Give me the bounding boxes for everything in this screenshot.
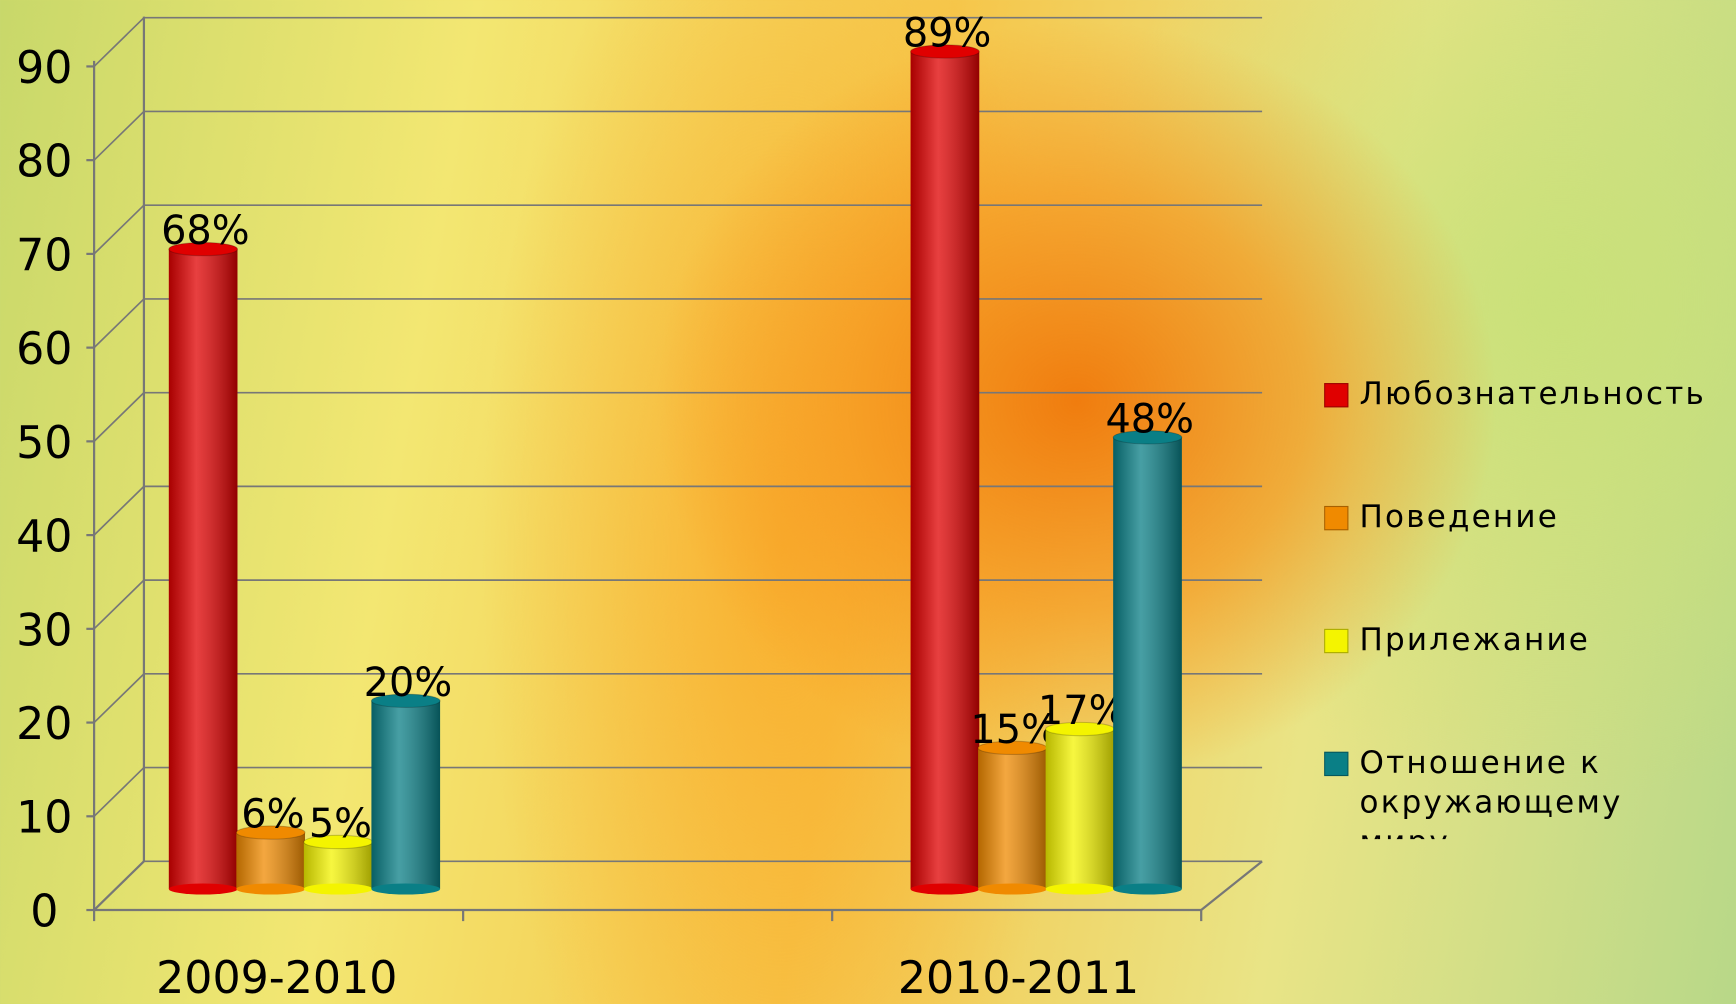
chart: 0 10 20 30 40 50 60 70 80 90 2009-2010 2010-2011 68%… — [0, 0, 1736, 1004]
legend-item: Отношение к окружающему миру — [1324, 743, 1734, 839]
grid-line — [94, 18, 144, 67]
y-tick-label: 80 — [16, 137, 72, 188]
bar-base — [304, 883, 373, 894]
grid-line — [94, 768, 144, 817]
y-tick-label: 90 — [16, 43, 72, 94]
y-tick-label: 60 — [16, 324, 72, 375]
legend-box: Любознательность Поведение Прилежание Отнош… — [1324, 374, 1734, 839]
legend-swatch — [1324, 629, 1348, 653]
grid-line — [94, 674, 144, 723]
y-tick-label: 50 — [16, 418, 72, 469]
legend-label: Отношение к окружающему миру — [1360, 743, 1725, 839]
legend-label: Поведение — [1360, 497, 1725, 537]
legend-label: Прилежание — [1360, 620, 1725, 660]
value-label: 48% — [1105, 396, 1194, 442]
legend-swatch — [1324, 506, 1348, 530]
legend-item: Поведение — [1324, 497, 1734, 537]
floor-edge — [1201, 861, 1262, 910]
value-label: 20% — [364, 660, 453, 706]
x-tick-label: 2009-2010 — [156, 953, 397, 1004]
bar-shade — [1046, 729, 1115, 889]
bar-base — [371, 883, 440, 894]
page: 0 10 20 30 40 50 60 70 80 90 2009-2010 2010-2011 68%… — [0, 0, 1736, 1004]
y-tick-label: 30 — [16, 605, 72, 656]
y-tick-label: 0 — [30, 886, 58, 937]
grid-line — [94, 111, 144, 160]
x-tick-label: 2010-2011 — [898, 953, 1139, 1004]
grid-line — [94, 486, 144, 535]
bar-base — [978, 883, 1047, 894]
grid-line — [94, 393, 144, 442]
bar-base — [236, 883, 305, 894]
grid-line — [94, 580, 144, 629]
legend: Любознательность Поведение Прилежание Отнош… — [1324, 374, 1734, 839]
bar-base — [169, 883, 238, 894]
legend-swatch — [1324, 752, 1348, 776]
value-label: 89% — [903, 10, 992, 56]
legend-item: Любознательность — [1324, 374, 1734, 414]
legend-item: Прилежание — [1324, 620, 1734, 660]
bar-base — [1046, 883, 1115, 894]
bar-shade — [371, 701, 440, 889]
grid-line — [94, 299, 144, 348]
bar-shade — [236, 833, 305, 889]
bar-shade — [169, 249, 238, 889]
value-label: 68% — [161, 208, 250, 254]
bar-base — [1113, 883, 1182, 894]
legend-swatch — [1324, 383, 1348, 407]
legend-label: Любознательность — [1360, 374, 1725, 414]
y-tick-label: 40 — [16, 512, 72, 563]
bar-shade — [1113, 437, 1182, 889]
bar-base — [911, 883, 980, 894]
bar-shade — [911, 51, 980, 889]
value-label: 17% — [1038, 688, 1127, 734]
y-tick-label: 20 — [16, 699, 72, 750]
grid-line — [94, 861, 144, 910]
plot: 0 10 20 30 40 50 60 70 80 90 2009-2010 2010-2011 68%… — [16, 10, 1734, 1003]
grid-line — [94, 205, 144, 254]
y-tick-label: 70 — [16, 230, 72, 281]
y-tick-label: 10 — [16, 793, 72, 844]
bar-shade — [978, 748, 1047, 889]
value-label: 6% — [241, 792, 304, 838]
value-label: 5% — [309, 801, 372, 847]
